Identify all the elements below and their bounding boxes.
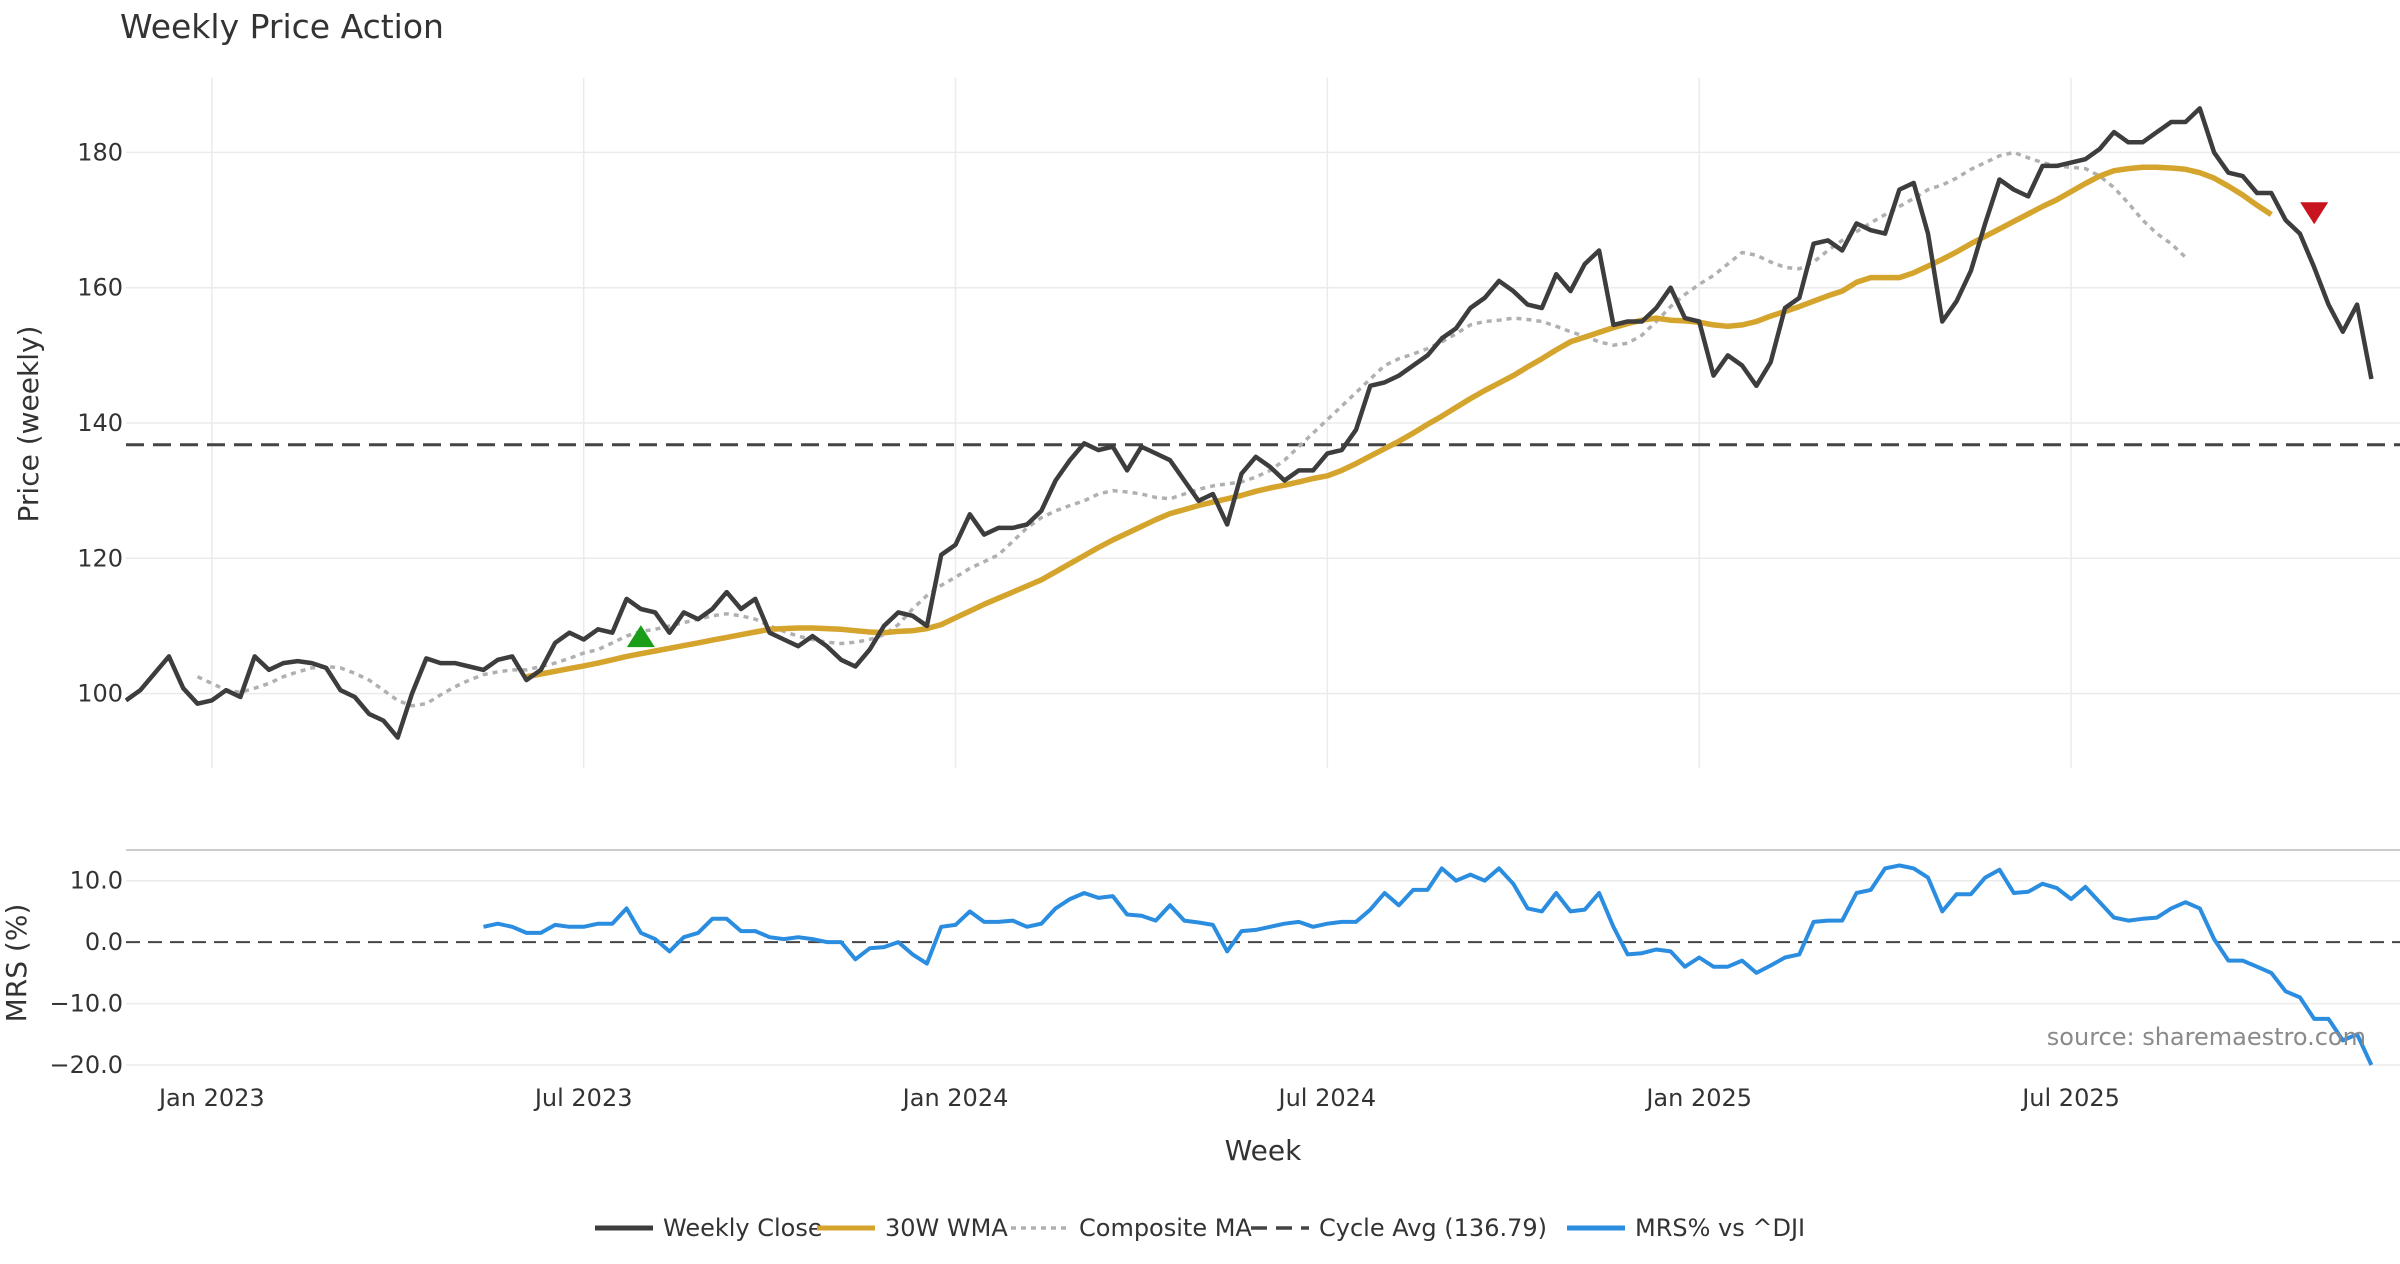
series-layer	[124, 106, 2374, 1066]
axis-layer: 100 120 140 160 180 Jan 2023 Jul 2023 Jan 2024 J…	[49, 138, 2119, 1112]
x-tick-label: Jul 2025	[2020, 1084, 2120, 1112]
x-axis-label: Week	[1225, 1134, 1302, 1167]
legend-label: 30W WMA	[885, 1214, 1008, 1242]
price-y-tick-label: 160	[77, 274, 123, 302]
mrs-y-axis-label: MRS (%)	[0, 904, 33, 1023]
legend-label: Weekly Close	[663, 1214, 823, 1242]
legend-label: MRS% vs ^DJI	[1635, 1214, 1805, 1242]
legend-label: Composite MA	[1079, 1214, 1252, 1242]
mrs-line	[483, 863, 2374, 1066]
chart-title: Weekly Price Action	[120, 7, 444, 46]
grid-layer	[126, 78, 2400, 1066]
buy-signal-marker	[626, 625, 655, 648]
price-y-axis-label: Price (weekly)	[12, 326, 45, 523]
price-y-tick-label: 140	[77, 409, 123, 437]
source-note: source: sharemaestro.com	[2047, 1023, 2366, 1051]
composite-ma-line	[196, 150, 2187, 708]
price-y-tick-label: 180	[77, 138, 123, 166]
x-tick-label: Jul 2024	[1277, 1084, 1377, 1112]
price-y-tick-label: 120	[77, 544, 123, 572]
wma-30w-line	[525, 164, 2273, 680]
price-y-tick-label: 100	[77, 680, 123, 708]
weekly-close-line	[124, 106, 2374, 740]
legend-label: Cycle Avg (136.79)	[1319, 1214, 1547, 1242]
x-tick-label: Jan 2025	[1644, 1084, 1752, 1112]
mrs-y-tick-label: −20.0	[49, 1051, 123, 1079]
legend: Weekly Close 30W WMA Composite MA Cycle Avg…	[595, 1214, 1805, 1242]
x-tick-label: Jul 2023	[533, 1084, 633, 1112]
x-tick-label: Jan 2024	[901, 1084, 1009, 1112]
mrs-y-tick-label: −10.0	[49, 990, 123, 1018]
reference-lines	[126, 443, 2400, 944]
x-tick-label: Jan 2023	[157, 1084, 265, 1112]
sell-signal-marker	[2300, 202, 2329, 225]
mrs-y-tick-label: 0.0	[85, 928, 123, 956]
mrs-y-tick-label: 10.0	[70, 867, 123, 895]
